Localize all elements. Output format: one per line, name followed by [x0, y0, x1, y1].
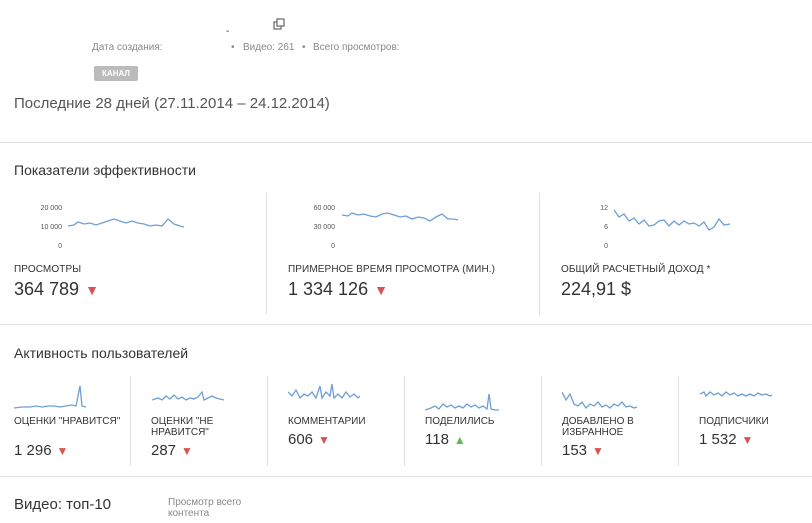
metric-label: ОЦЕНКИ "НРАВИТСЯ": [14, 416, 121, 427]
metric-label: ПОДПИСЧИКИ: [699, 416, 769, 427]
column-divider: [266, 193, 267, 315]
metric-label: КОММЕНТАРИИ: [288, 416, 366, 427]
performance-title: Показатели эффективности: [14, 162, 196, 178]
created-label: Дата создания:: [92, 42, 163, 53]
column-divider: [404, 376, 405, 466]
meta-bullet-1: •: [231, 42, 235, 53]
top-videos-title: Видео: топ-10: [14, 496, 112, 513]
tick-label: 10 000: [40, 224, 62, 231]
metric-value: 118: [425, 431, 449, 448]
metric-value: 224,91 $: [561, 279, 632, 299]
tick-label: 0: [331, 243, 335, 250]
triangle-down-icon: ▼: [374, 282, 388, 298]
channel-badge: КАНАЛ: [94, 66, 138, 81]
metric-value: 153: [562, 442, 588, 459]
divider: [0, 476, 812, 477]
tick-label: 20 000: [40, 205, 62, 212]
triangle-up-icon: ▲: [453, 433, 466, 447]
metric-value: 287: [151, 442, 177, 459]
divider: [0, 142, 812, 143]
engagement-title: Активность пользователей: [14, 345, 189, 361]
column-divider: [539, 193, 540, 315]
metric-label: ДОБАВЛЕНО В ИЗБРАННОЕ: [562, 416, 634, 438]
metric-label: ПРОСМОТРЫ: [14, 264, 82, 275]
shares-sparkline: [425, 393, 499, 411]
triangle-down-icon: ▼: [592, 444, 604, 458]
date-range: Последние 28 дней (27.11.2014 – 24.12.20…: [14, 95, 330, 112]
metric-label: ОБЩИЙ РАСЧЕТНЫЙ ДОХОД *: [561, 264, 711, 275]
channel-name-dash: -: [226, 26, 230, 37]
column-divider: [130, 376, 131, 466]
likes-sparkline: [14, 385, 86, 409]
metric-value: 1 296: [14, 442, 52, 459]
videos-count: Видео: 261: [243, 42, 295, 53]
tick-label: 60 000: [313, 205, 335, 212]
triangle-down-icon: ▼: [85, 282, 99, 298]
tick-label: 6: [604, 224, 608, 231]
metric-label: ОЦЕНКИ "НЕ НРАВИТСЯ": [151, 416, 214, 438]
total-views-label: Всего просмотров:: [313, 42, 400, 53]
metric-label: ПРИМЕРНОЕ ВРЕМЯ ПРОСМОТРА (МИН.): [288, 264, 496, 275]
column-divider: [678, 376, 679, 466]
column-divider: [541, 376, 542, 466]
tick-label: 12: [600, 205, 608, 212]
meta-bullet-2: •: [302, 42, 306, 53]
tick-label: 0: [604, 243, 608, 250]
triangle-down-icon: ▼: [181, 444, 193, 458]
watch-time-sparkline: [342, 212, 459, 222]
views-sparkline: [68, 218, 185, 228]
all-content-link[interactable]: Просмотр всего контента: [168, 497, 242, 519]
copy-icon[interactable]: [273, 18, 285, 30]
revenue-sparkline: [614, 209, 731, 231]
triangle-down-icon: ▼: [318, 433, 330, 447]
favorites-sparkline: [562, 391, 637, 410]
tick-label: 0: [58, 243, 62, 250]
metric-value: 364 789: [14, 279, 80, 299]
triangle-down-icon: ▼: [56, 444, 69, 458]
metric-value: 606: [288, 431, 314, 448]
metric-label: ПОДЕЛИЛИСЬ: [425, 416, 495, 427]
subscribers-sparkline: [700, 391, 772, 398]
comments-sparkline: [288, 383, 360, 400]
divider: [0, 324, 812, 325]
tick-label: 30 000: [313, 224, 335, 231]
triangle-down-icon: ▼: [741, 433, 754, 447]
metric-value: 1 532: [699, 431, 737, 448]
metric-value: 1 334 126: [288, 279, 369, 299]
column-divider: [267, 376, 268, 466]
dislikes-sparkline: [152, 390, 224, 401]
